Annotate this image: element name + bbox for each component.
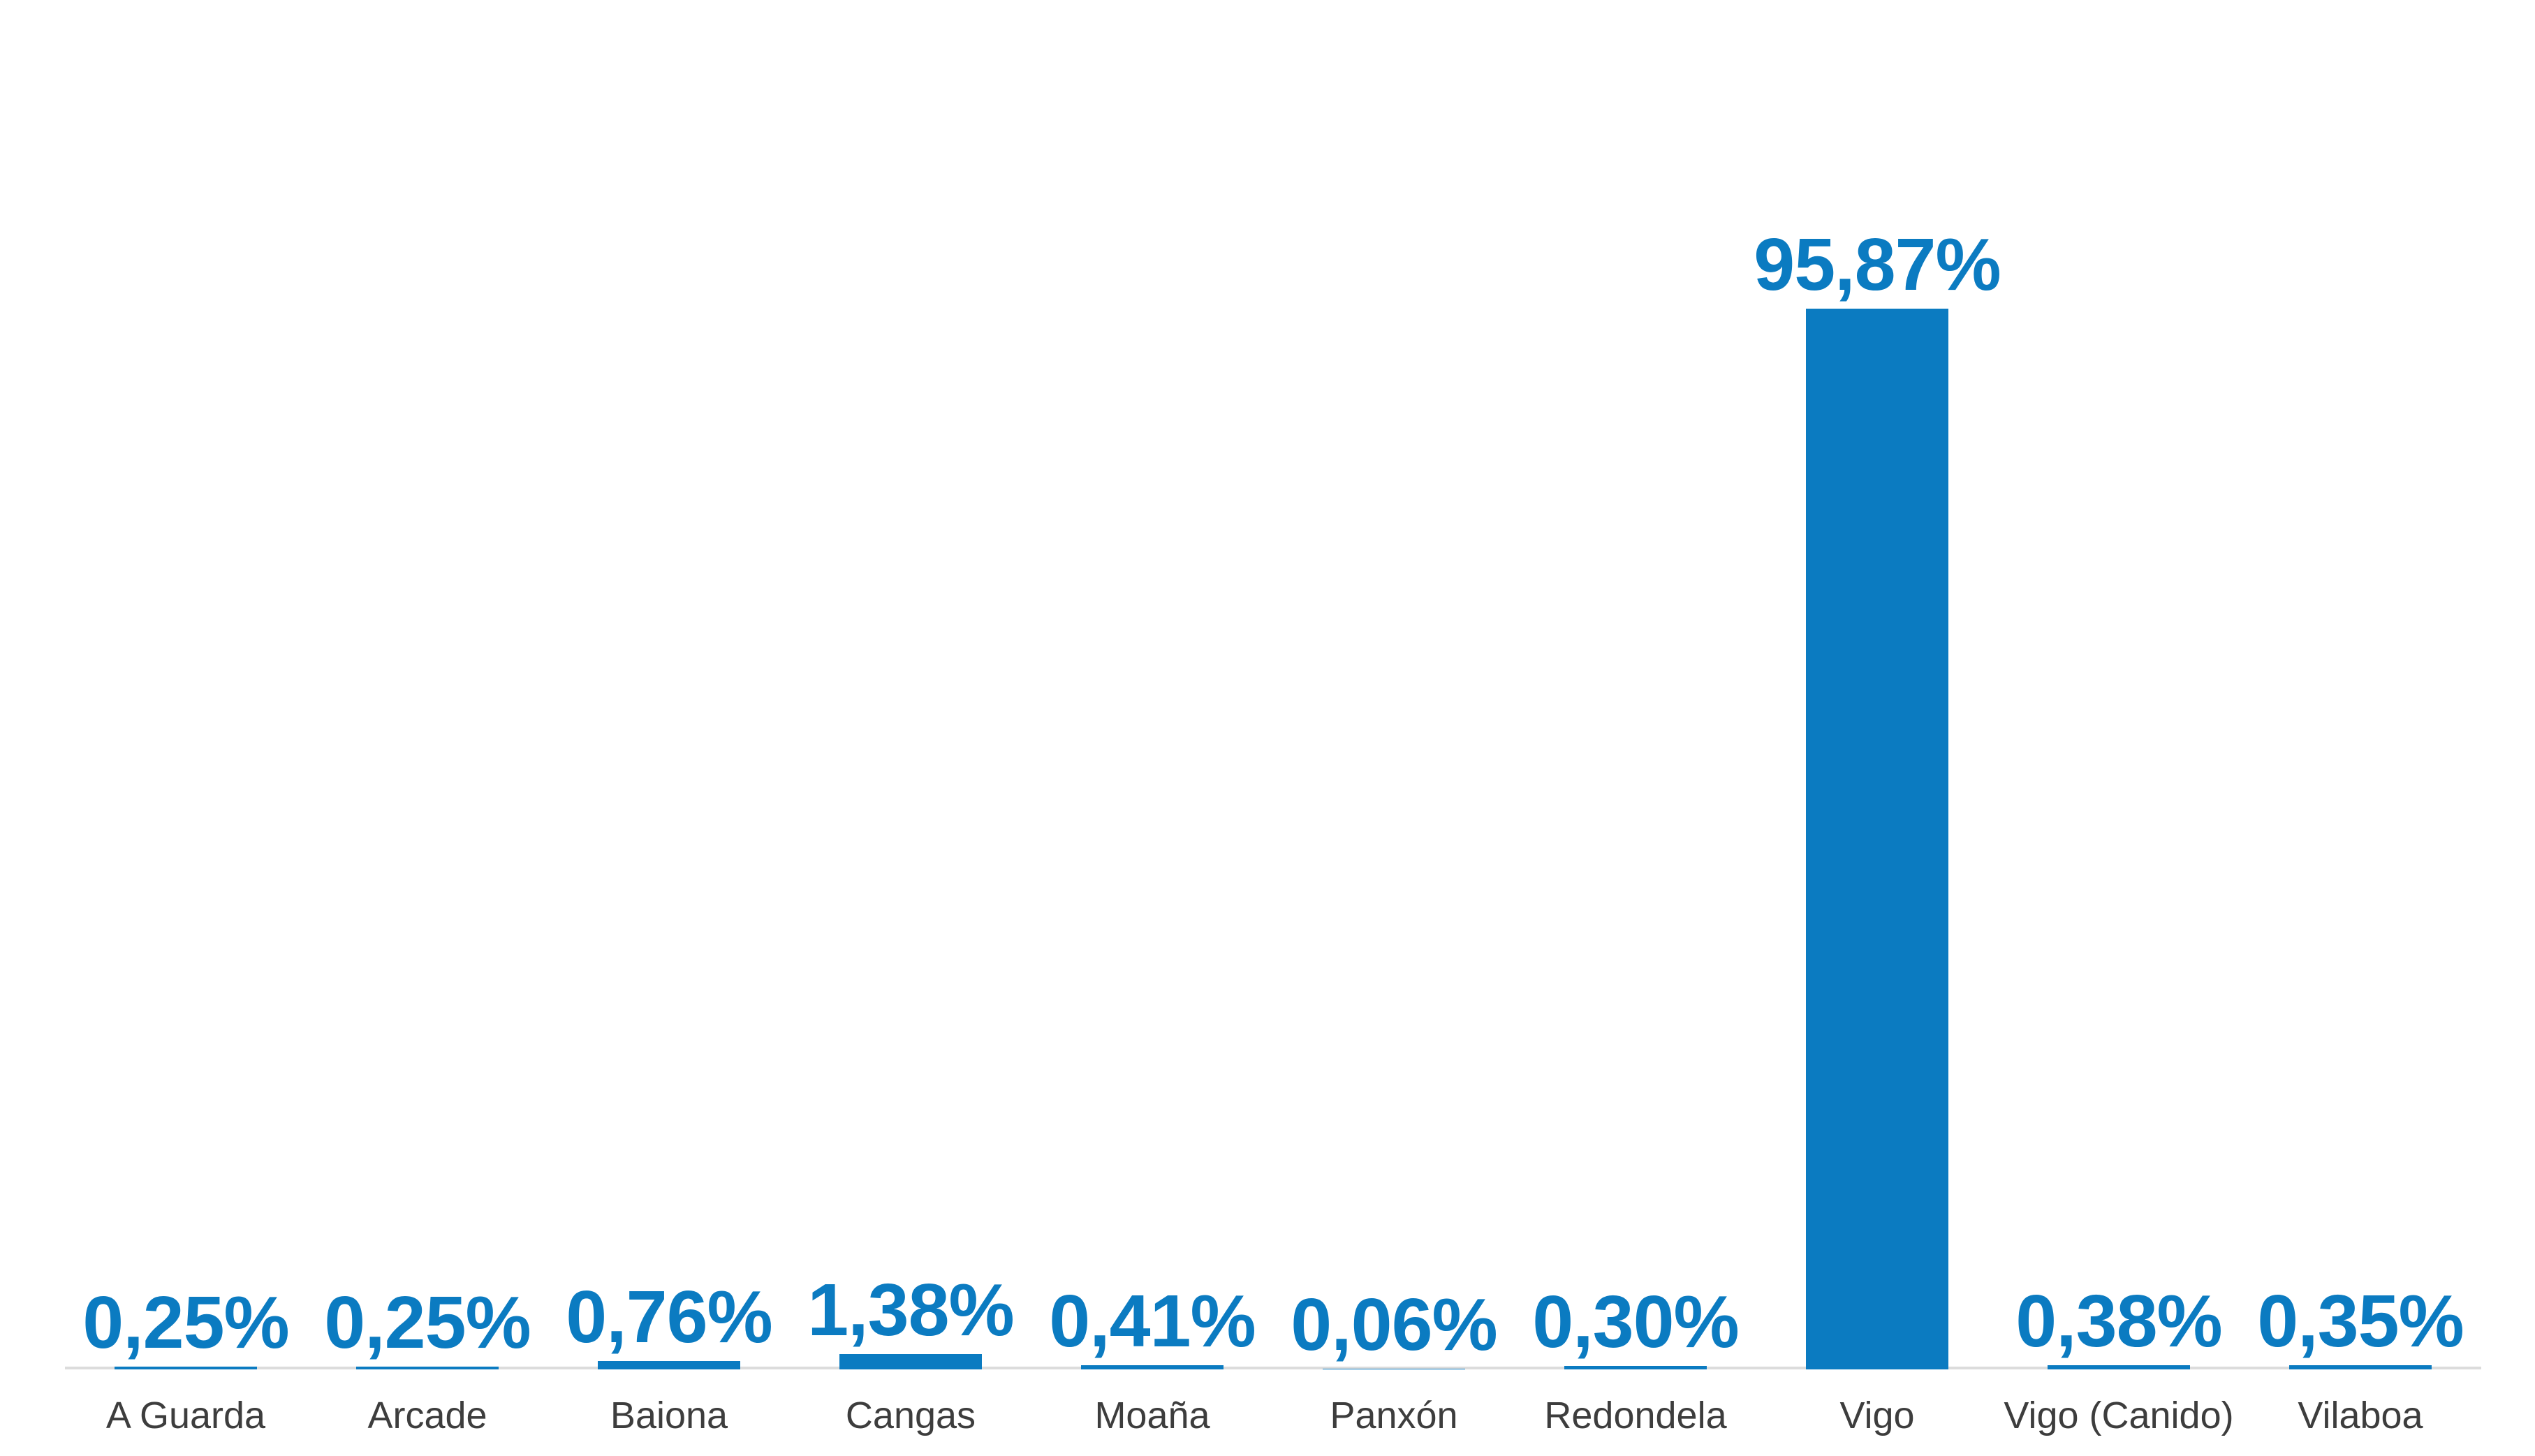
bar-value-label: 0,06% [1291,1284,1498,1366]
bar-column: 0,25% Arcade [307,0,548,1456]
bar-column: 0,25% A Guarda [65,0,307,1456]
bar-value-label: 0,25% [324,1281,531,1364]
bar-category-label: A Guarda [105,1395,266,1436]
bar [356,1367,499,1369]
bar-column: 0,06% Panxón [1273,0,1515,1456]
bar-column: 0,41% Moaña [1031,0,1273,1456]
bar [2048,1365,2190,1369]
bar-column: 95,87% Vigo [1754,0,2001,1456]
bar-category-label: Arcade [367,1395,487,1436]
bar-category-label: Moaña [1094,1395,1210,1436]
bar-value-label: 0,35% [2257,1280,2464,1362]
bar-category-label: Vilaboa [2298,1395,2423,1436]
bar-value-label: 0,38% [2015,1280,2223,1362]
bar [598,1361,740,1369]
bar-value-label: 0,76% [566,1276,773,1358]
bar [1806,309,1948,1369]
bar-column: 0,76% Baiona [548,0,790,1456]
bar-column: 0,35% Vilaboa [2240,0,2481,1456]
bar-value-label: 0,25% [82,1281,290,1364]
bar-column: 1,38% Cangas [790,0,1031,1456]
bar-value-label: 0,41% [1049,1280,1256,1362]
bar-column: 0,38% Vigo (Canido) [1998,0,2240,1456]
bar [1564,1366,1707,1369]
bar-category-label: Panxón [1330,1395,1458,1436]
bar [115,1367,257,1369]
bar-category-label: Baiona [610,1395,728,1436]
bar-value-label: 0,30% [1532,1281,1740,1363]
bar-columns: 0,25% A Guarda 0,25% Arcade 0,76% Baiona 1,38%… [65,0,2481,1456]
bar [1081,1365,1224,1369]
bar-value-label: 1,38% [807,1269,1015,1351]
x-axis-line [65,1367,2481,1369]
bar-column: 0,30% Redondela [1515,0,1756,1456]
bar-category-label: Vigo [1839,1395,1915,1436]
bar-category-label: Vigo (Canido) [2004,1395,2234,1436]
bar [839,1354,982,1369]
bar-category-label: Redondela [1544,1395,1727,1436]
bar-category-label: Cangas [845,1395,976,1436]
bar-value-label: 95,87% [1754,223,2001,306]
bar [2289,1365,2432,1369]
